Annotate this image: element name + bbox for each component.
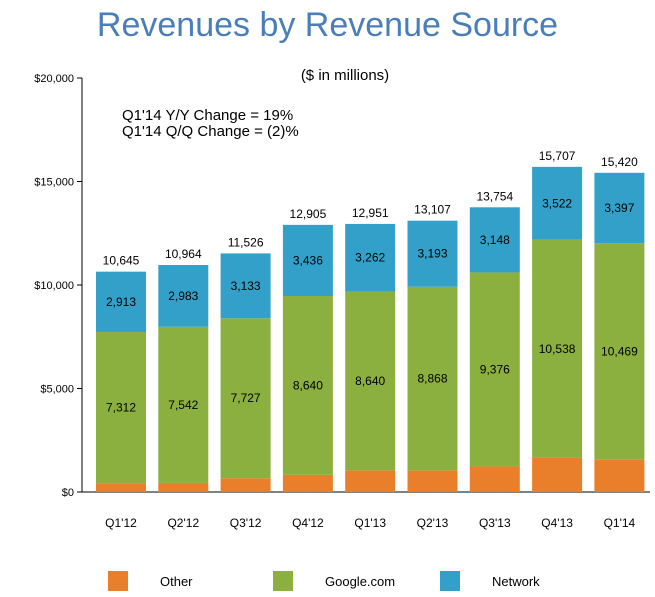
annotation-text: Q1'14 Q/Q Change = (2)% [122, 123, 299, 140]
legend-label-google: Google.com [325, 573, 396, 589]
bar-value-label: 3,522 [542, 196, 572, 210]
chart-title: Revenues by Revenue Source [96, 6, 559, 44]
bar-value-label: 2,913 [106, 295, 136, 309]
x-tick-label: Q3'12 [230, 516, 262, 530]
bar-value-label: 7,727 [231, 391, 261, 405]
bar-segment-other [282, 474, 333, 492]
y-tick-label: $0 [62, 487, 74, 499]
bar-segment-googlecom [532, 239, 583, 458]
bar-total-label: 10,645 [103, 254, 140, 268]
bar-value-label: 3,436 [293, 253, 323, 267]
y-tick-label: $20,000 [34, 73, 74, 85]
legend-item-network: Network [440, 568, 540, 594]
bar-total-label: 11,526 [228, 235, 264, 249]
legend-swatch-other [108, 571, 128, 591]
bar-segment-network [407, 220, 458, 287]
bar-total-label: 15,707 [539, 149, 576, 163]
legend: Other Google.com Network [0, 568, 655, 594]
bar-total-label: 12,951 [352, 206, 389, 220]
bar-value-label: 8,640 [293, 378, 323, 392]
bar-value-label: 10,538 [539, 342, 576, 356]
bar-segment-network [282, 224, 333, 296]
bar-value-label: 3,193 [417, 247, 447, 261]
bar-segment-other [345, 470, 396, 492]
legend-item-google: Google.com [273, 568, 395, 594]
bar-segment-network [594, 172, 645, 244]
bar-value-label: 3,133 [231, 279, 261, 293]
bar-segment-other [220, 478, 271, 492]
bar-total-label: 13,754 [476, 189, 513, 203]
bar-total-label: 10,964 [165, 247, 202, 261]
x-tick-label: Q2'12 [167, 516, 199, 530]
bar-value-label: 10,469 [601, 344, 638, 358]
x-tick-label: Q2'13 [417, 516, 449, 530]
annotation-text: Q1'14 Y/Y Change = 19% [122, 107, 293, 124]
x-tick-label: Q4'12 [292, 516, 324, 530]
bar-segment-googlecom [282, 295, 333, 475]
bar-segment-network [532, 166, 583, 240]
bar-segment-network [345, 223, 396, 292]
bar-segment-other [469, 466, 520, 492]
bar-value-label: 9,376 [480, 362, 510, 376]
y-tick-label: $5,000 [40, 384, 74, 396]
x-tick-label: Q1'12 [105, 516, 137, 530]
legend-label-network: Network [492, 573, 540, 589]
x-tick-label: Q1'13 [354, 516, 386, 530]
bar-value-label: 3,148 [480, 233, 510, 247]
bar-segment-network [220, 253, 271, 319]
bar-segment-network [469, 207, 520, 273]
bar-value-label: 8,868 [417, 372, 447, 386]
bar-segment-other [158, 482, 209, 492]
y-tick-label: $10,000 [34, 280, 74, 292]
bar-segment-googlecom [220, 318, 271, 479]
y-tick-label: $15,000 [34, 177, 74, 189]
bar-total-label: 15,420 [601, 155, 638, 169]
chart-subtitle: ($ in millions) [301, 67, 389, 84]
bar-value-label: 3,397 [604, 201, 634, 215]
bar-segment-network [96, 271, 146, 332]
bar-total-label: 13,107 [414, 203, 451, 217]
bar-segment-other [532, 457, 583, 492]
bar-segment-googlecom [469, 272, 520, 467]
bar-value-label: 2,983 [168, 289, 198, 303]
bar-segment-googlecom [594, 243, 645, 460]
bar-value-label: 7,542 [168, 398, 198, 412]
bar-segment-other [96, 483, 146, 492]
legend-swatch-google [273, 571, 293, 591]
legend-swatch-network [440, 571, 460, 591]
x-tick-label: Q1'14 [604, 516, 636, 530]
bar-segment-googlecom [345, 291, 396, 471]
bar-value-label: 8,640 [355, 374, 385, 388]
bar-segment-network [158, 265, 209, 327]
legend-label-other: Other [160, 573, 193, 589]
bar-segment-googlecom [158, 326, 209, 483]
x-tick-label: Q4'13 [541, 516, 573, 530]
bar-segment-googlecom [96, 331, 146, 484]
bar-segment-other [594, 459, 645, 492]
bar-total-label: 12,905 [290, 207, 327, 221]
bar-value-label: 3,262 [355, 251, 385, 265]
bar-segment-googlecom [407, 286, 458, 471]
bar-value-label: 7,312 [106, 401, 136, 415]
x-tick-label: Q3'13 [479, 516, 511, 530]
legend-item-other: Other [108, 568, 193, 594]
bar-segment-other [407, 470, 458, 492]
